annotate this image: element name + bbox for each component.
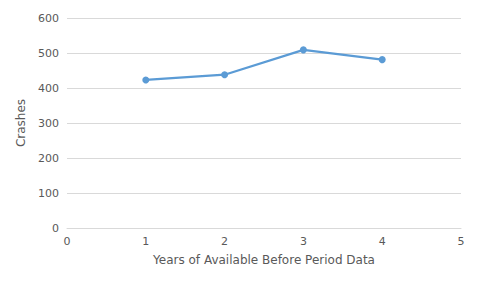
svg-text:0: 0 — [64, 235, 71, 248]
svg-text:500: 500 — [38, 47, 59, 60]
svg-text:Years of Available Before Peri: Years of Available Before Period Data — [152, 253, 375, 267]
svg-text:Crashes: Crashes — [14, 99, 28, 147]
svg-text:5: 5 — [458, 235, 465, 248]
svg-text:300: 300 — [38, 117, 59, 130]
svg-text:600: 600 — [38, 12, 59, 25]
svg-text:2: 2 — [221, 235, 228, 248]
svg-text:3: 3 — [300, 235, 307, 248]
svg-text:400: 400 — [38, 82, 59, 95]
svg-text:4: 4 — [379, 235, 386, 248]
svg-text:100: 100 — [38, 187, 59, 200]
svg-text:1: 1 — [142, 235, 149, 248]
svg-text:200: 200 — [38, 152, 59, 165]
svg-text:0: 0 — [52, 222, 59, 235]
